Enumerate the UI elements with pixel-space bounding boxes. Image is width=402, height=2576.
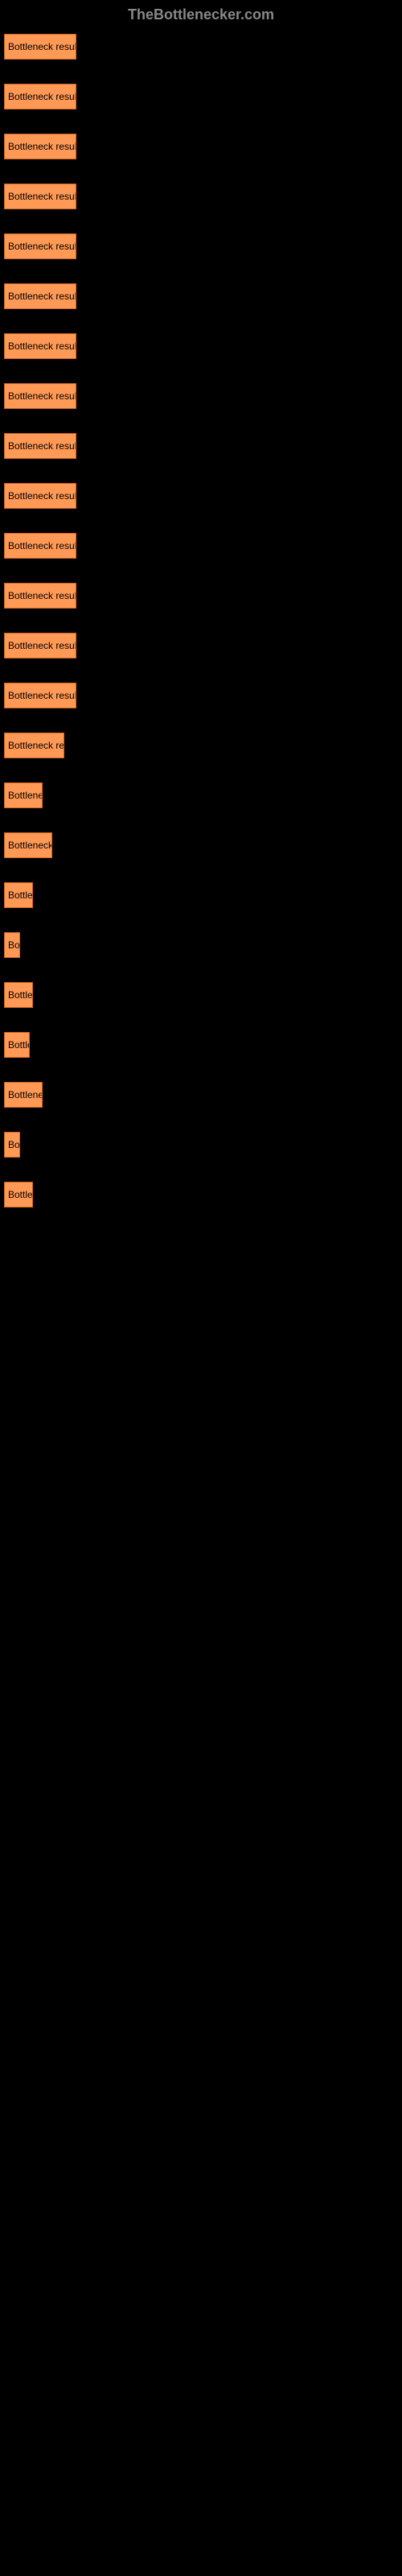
bar-15: Bottlene — [4, 782, 43, 808]
bar-row: Bottleneck result — [4, 184, 398, 209]
bar-6: Bottleneck result — [4, 333, 76, 359]
bar-row: Bo — [4, 932, 398, 958]
bar-22: Bo — [4, 1132, 20, 1158]
bar-row: Bottleneck result — [4, 433, 398, 459]
bar-row: Bottleneck result — [4, 633, 398, 658]
bar-16: Bottleneck r — [4, 832, 52, 858]
bar-row: Bottleneck result — [4, 683, 398, 708]
site-header: TheBottlenecker.com — [0, 0, 402, 30]
bar-11: Bottleneck result — [4, 583, 76, 609]
bar-23: Bottlen — [4, 1182, 33, 1208]
bar-0: Bottleneck result — [4, 34, 76, 60]
bar-5: Bottleneck result — [4, 283, 76, 309]
bar-20: Bottle — [4, 1032, 30, 1058]
bar-8: Bottleneck result — [4, 433, 76, 459]
bar-row: Bottleneck result — [4, 383, 398, 409]
bar-1: Bottleneck result — [4, 84, 76, 109]
bar-3: Bottleneck result — [4, 184, 76, 209]
bar-13: Bottleneck result — [4, 683, 76, 708]
bar-row: Bottleneck result — [4, 233, 398, 259]
bar-17: Bottlen — [4, 882, 33, 908]
bar-9: Bottleneck result — [4, 483, 76, 509]
bar-row: Bottleneck result — [4, 134, 398, 159]
bar-7: Bottleneck result — [4, 383, 76, 409]
bar-row: Bottlen — [4, 982, 398, 1008]
bar-10: Bottleneck result — [4, 533, 76, 559]
bar-row: Bottlenec — [4, 1082, 398, 1108]
bar-row: Bottlene — [4, 782, 398, 808]
bar-row: Bottleneck result — [4, 533, 398, 559]
bar-row: Bottleneck result — [4, 483, 398, 509]
bar-row: Bo — [4, 1132, 398, 1158]
bar-2: Bottleneck result — [4, 134, 76, 159]
bar-row: Bottlen — [4, 1182, 398, 1208]
bar-row: Bottleneck result — [4, 583, 398, 609]
bar-18: Bo — [4, 932, 20, 958]
bar-row: Bottleneck result — [4, 34, 398, 60]
bar-row: Bottleneck result — [4, 84, 398, 109]
bar-row: Bottleneck result — [4, 283, 398, 309]
bar-14: Bottleneck re — [4, 733, 64, 758]
bar-21: Bottlenec — [4, 1082, 43, 1108]
bottleneck-chart: Bottleneck result Bottleneck result Bott… — [0, 30, 402, 1236]
bar-12: Bottleneck result — [4, 633, 76, 658]
bar-row: Bottleneck re — [4, 733, 398, 758]
bar-4: Bottleneck result — [4, 233, 76, 259]
bar-19: Bottlen — [4, 982, 33, 1008]
bar-row: Bottleneck r — [4, 832, 398, 858]
bar-row: Bottlen — [4, 882, 398, 908]
bar-row: Bottle — [4, 1032, 398, 1058]
bar-row: Bottleneck result — [4, 333, 398, 359]
